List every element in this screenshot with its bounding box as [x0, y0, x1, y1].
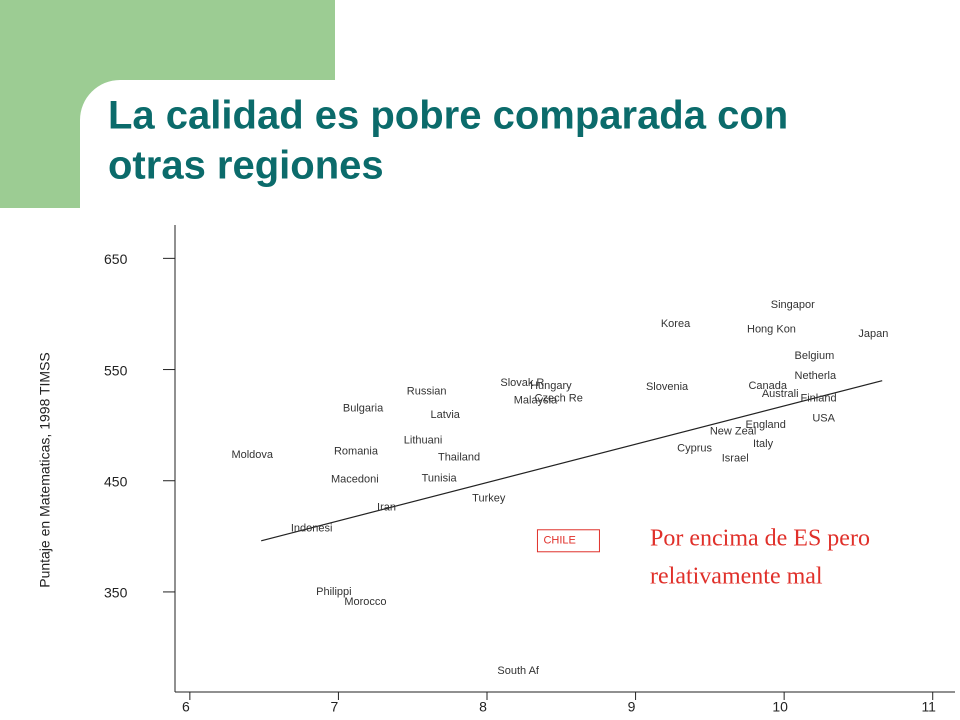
point-label: South Af: [497, 665, 540, 677]
point-label: Philippi: [316, 586, 351, 598]
point-label: Belgium: [795, 350, 835, 362]
point-label: Hong Kon: [747, 323, 796, 335]
x-tick-label: 8: [479, 699, 487, 715]
point-label: Czech Re: [535, 392, 583, 404]
annotation: Por encima de ES pero: [650, 526, 870, 552]
x-tick-label: 9: [628, 699, 636, 715]
point-label: Morocco: [344, 596, 386, 608]
point-label: Lithuani: [404, 435, 443, 447]
point-label: Iran: [377, 501, 396, 513]
x-tick-label: 7: [331, 699, 339, 715]
point-label: Macedoni: [331, 474, 379, 486]
point-label: Korea: [661, 318, 691, 330]
point-label: Finland: [800, 392, 836, 404]
point-label: Bulgaria: [343, 402, 384, 414]
point-label: CHILE: [543, 535, 575, 547]
highlight-box: [536, 529, 600, 553]
point-label: Moldova: [231, 449, 273, 461]
point-label: Thailand: [438, 451, 480, 463]
x-tick-label: 10: [772, 699, 788, 715]
point-label: Canada: [748, 380, 787, 392]
point-label: Russian: [407, 386, 447, 398]
y-tick-label: 350: [104, 585, 128, 601]
point-label: Israel: [722, 452, 749, 464]
annotation: relativamente mal: [650, 564, 823, 590]
deco-corner: [80, 80, 120, 120]
point-label: Indonesi: [291, 522, 333, 534]
x-tick-label: 6: [182, 699, 190, 715]
y-axis-label: Puntaje en Matematicas, 1998 TIMSS: [37, 352, 53, 588]
deco-band: [0, 0, 80, 208]
chart-title: La calidad es pobre comparada con: [108, 94, 788, 138]
point-label: Turkey: [472, 492, 506, 504]
trend-line: [261, 380, 883, 542]
y-tick-label: 550: [104, 362, 128, 378]
point-label: Japan: [858, 328, 888, 340]
point-label: Cyprus: [677, 442, 712, 454]
point-label: England: [746, 419, 786, 431]
point-label: New Zeal: [710, 426, 756, 438]
point-label: Netherla: [795, 370, 837, 382]
point-label: Malaysia: [514, 395, 558, 407]
point-label: Italy: [753, 438, 774, 450]
y-tick-label: 450: [104, 473, 128, 489]
point-label: Romania: [334, 446, 379, 458]
point-label: Slovak R: [500, 377, 544, 389]
point-label: Latvia: [431, 409, 461, 421]
point-label: Tunisia: [422, 472, 458, 484]
x-tick-label: 11: [921, 699, 936, 715]
point-label: Australi: [762, 388, 799, 400]
point-label: Hungary: [530, 380, 572, 392]
point-label: USA: [812, 412, 835, 424]
point-label: Slovenia: [646, 381, 689, 393]
chart-title: otras regiones: [108, 144, 384, 188]
point-label: Singapor: [771, 299, 815, 311]
y-tick-label: 650: [104, 251, 128, 267]
